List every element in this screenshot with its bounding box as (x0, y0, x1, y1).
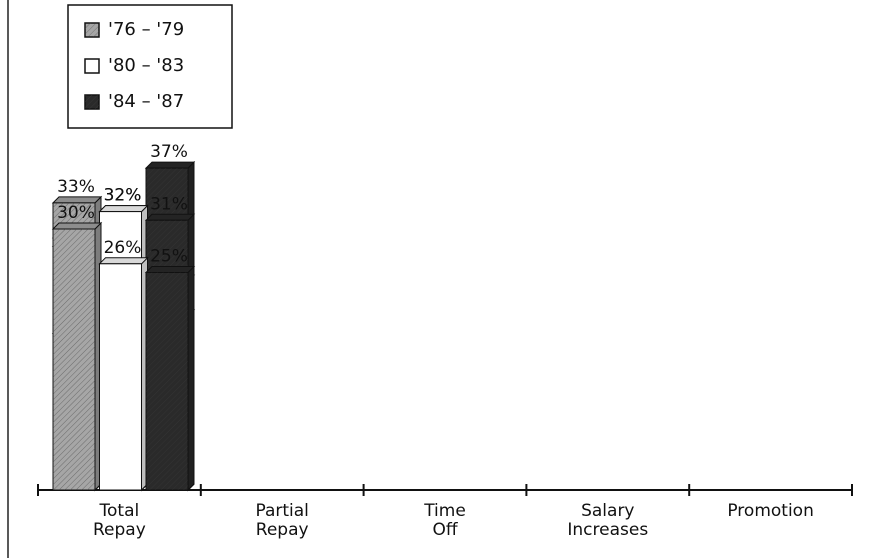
data-label: 25% (150, 247, 188, 267)
bar-top (51, 222, 103, 230)
bar-top (144, 266, 196, 273)
bar-top (144, 161, 196, 169)
x-tick-label: Partial Repay (255, 501, 309, 540)
bar (144, 265, 196, 492)
data-label: 32% (104, 186, 142, 206)
legend-swatch-texture (85, 23, 99, 37)
legend-label: '80 – '83 (108, 55, 184, 76)
data-label: 32% (104, 186, 142, 206)
legend-label: '84 – '87 (108, 91, 184, 112)
data-label: 37% (150, 142, 188, 162)
legend-swatch (84, 58, 100, 74)
bar-front (99, 263, 142, 491)
x-tick-label: Total Repay (93, 501, 146, 540)
data-label: 31% (150, 194, 188, 214)
bar-top (51, 196, 103, 204)
data-label: 26% (104, 238, 142, 258)
bar-top (98, 257, 149, 265)
bar-top (98, 205, 149, 213)
data-label: 33% (57, 177, 95, 197)
data-label: 30% (57, 203, 95, 223)
bar-top (144, 213, 196, 221)
bar (51, 221, 103, 492)
bar (98, 256, 149, 492)
bar-texture (53, 229, 95, 490)
bar-texture (146, 272, 188, 490)
legend-label: '76 – '79 (108, 19, 184, 40)
bar-side (187, 265, 195, 492)
x-tick-label: Time Off (424, 501, 466, 540)
legend-swatch-texture (85, 95, 99, 109)
x-tick-label: Salary Increases (567, 501, 649, 540)
x-tick-label: Promotion (727, 501, 814, 521)
